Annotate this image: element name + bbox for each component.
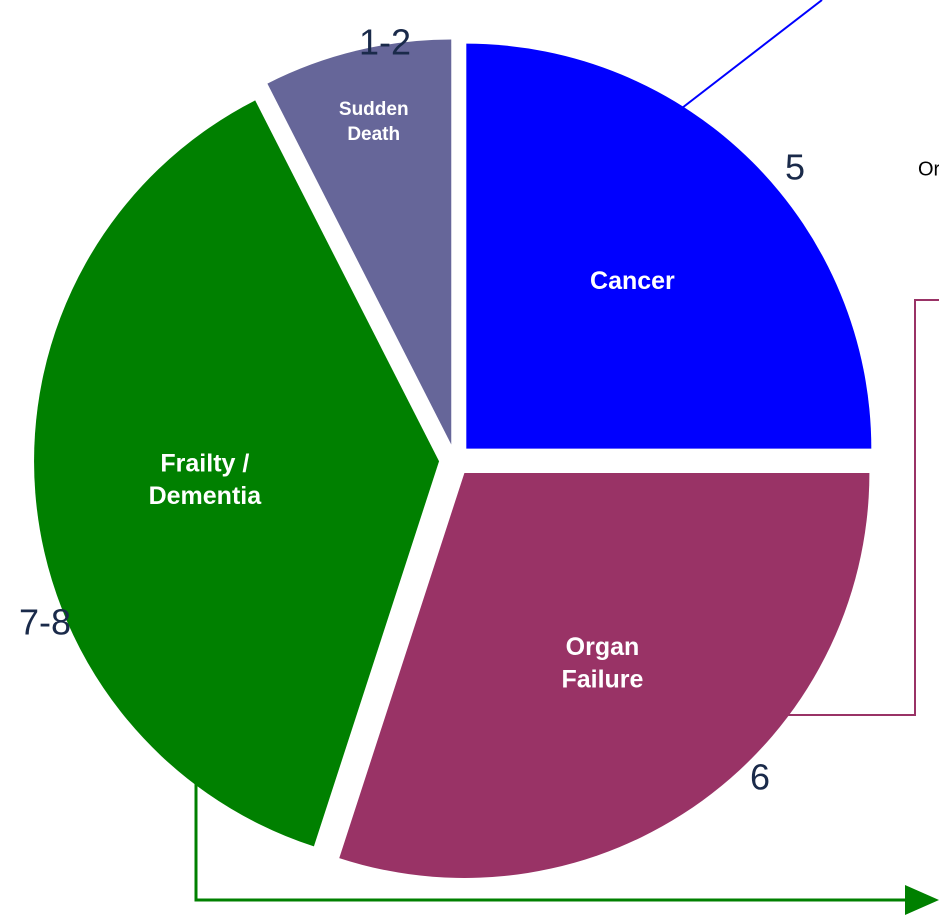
value-label: 6: [750, 757, 770, 798]
bracket-line: [770, 299, 939, 716]
slice-label: Sudden Death: [339, 99, 409, 145]
value-label: 5: [785, 147, 805, 188]
slice-label: Frailty / Dementia: [149, 449, 263, 510]
pie-slice: [34, 100, 440, 847]
pie-slice: [267, 39, 452, 445]
annotation: Or: [918, 158, 939, 180]
arrow-line: [194, 735, 910, 902]
connector-line: [659, 0, 823, 126]
pie-slice: [466, 43, 872, 449]
pie-slice: [339, 472, 870, 878]
slice-label: Cancer: [590, 267, 675, 295]
slice-label: Organ Failure: [561, 633, 643, 694]
arrow-head: [905, 885, 939, 915]
value-label: 7-8: [19, 602, 71, 643]
value-label: 1-2: [359, 22, 411, 63]
